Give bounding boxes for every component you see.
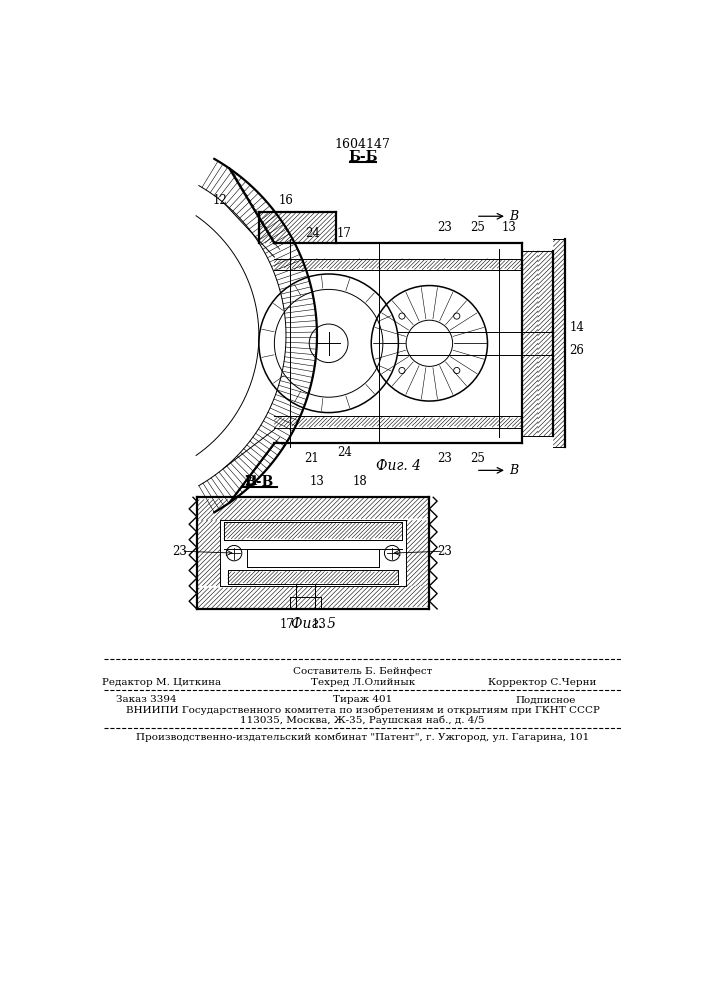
Text: 23: 23	[438, 221, 452, 234]
Text: 13: 13	[312, 618, 327, 631]
Text: 12: 12	[213, 194, 228, 207]
Text: 23: 23	[438, 452, 452, 465]
Text: В: В	[509, 464, 518, 477]
Text: 113035, Москва, Ж-35, Раушская наб., д. 4/5: 113035, Москва, Ж-35, Раушская наб., д. …	[240, 715, 485, 725]
Text: 17: 17	[337, 227, 351, 240]
Text: 26: 26	[569, 344, 584, 358]
Text: 23: 23	[438, 545, 452, 558]
Text: 13: 13	[310, 475, 325, 488]
Text: 23: 23	[173, 545, 187, 558]
Text: 13: 13	[502, 221, 517, 234]
Text: 24: 24	[337, 446, 351, 459]
Text: 25: 25	[470, 221, 485, 234]
Text: 14: 14	[569, 321, 584, 334]
Text: 16: 16	[279, 194, 293, 207]
Text: 21: 21	[304, 452, 319, 465]
Text: Подписное: Подписное	[515, 695, 575, 704]
Text: ВНИИПИ Государственного комитета по изобретениям и открытиям при ГКНТ СССР: ВНИИПИ Государственного комитета по изоб…	[126, 705, 600, 715]
Text: Фиг. 4: Фиг. 4	[376, 460, 421, 474]
Text: Редактор М. Циткина: Редактор М. Циткина	[103, 678, 221, 687]
Text: В-В: В-В	[244, 475, 274, 489]
Text: 25: 25	[470, 452, 485, 465]
Text: 24: 24	[305, 227, 320, 240]
Text: 1604147: 1604147	[335, 138, 391, 151]
Text: Тираж 401: Тираж 401	[333, 695, 392, 704]
Text: Заказ 3394: Заказ 3394	[116, 695, 177, 704]
Text: 18: 18	[352, 475, 367, 488]
Text: Корректор С.Черни: Корректор С.Черни	[488, 678, 596, 687]
Text: 21: 21	[244, 475, 259, 488]
Text: Составитель Б. Бейнфест: Составитель Б. Бейнфест	[293, 667, 433, 676]
Text: 17: 17	[279, 618, 294, 631]
Text: Фиг. 5: Фиг. 5	[291, 617, 336, 631]
Text: Б-Б: Б-Б	[348, 150, 378, 164]
Text: В: В	[509, 210, 518, 223]
Text: Техред Л.Олийнык: Техред Л.Олийнык	[310, 678, 415, 687]
Text: Производственно-издательский комбинат "Патент", г. Ужгород, ул. Гагарина, 101: Производственно-издательский комбинат "П…	[136, 733, 590, 742]
